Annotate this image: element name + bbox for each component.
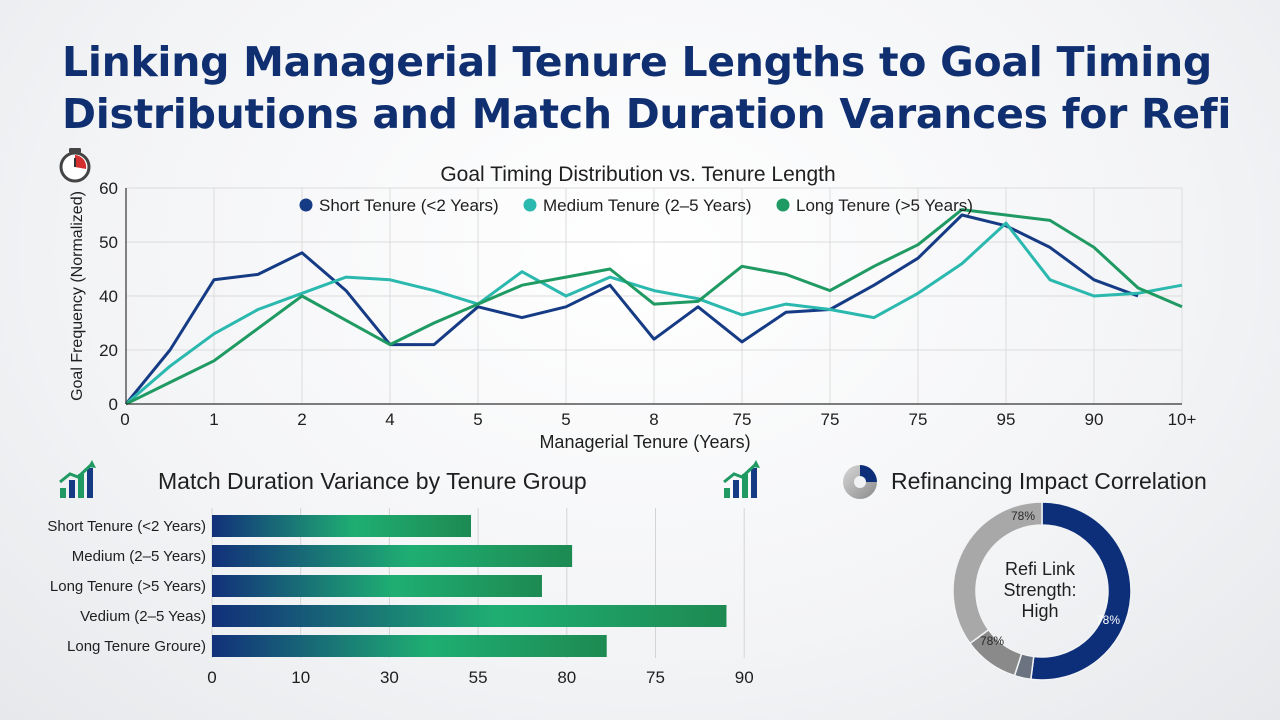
bar-chart-x-tick-label: 80 xyxy=(557,668,576,687)
bar-category-label: Vedium (2–5 Yeas) xyxy=(80,608,206,625)
stopwatch-icon xyxy=(59,148,91,183)
line-chart-x-tick-label: 5 xyxy=(473,410,482,429)
page-title-line-1: Linking Managerial Tenure Lengths to Goa… xyxy=(62,38,1212,86)
line-series-0 xyxy=(124,213,1139,405)
goal-timing-line-chart: 0 1 2 4 5 5 8 75 75 75 95 90 10+ 0 20 40 50 60 Short Tenu… xyxy=(69,163,1196,452)
line-chart-x-tick-label: 90 xyxy=(1085,410,1104,429)
donut-center-line-1: Refi Link xyxy=(1004,559,1076,579)
bar-0 xyxy=(212,515,472,537)
bar-chart-x-tick-label: 75 xyxy=(646,668,665,687)
legend-marker-2 xyxy=(776,198,790,212)
donut-slice-0 xyxy=(1030,501,1132,681)
donut-center-label: Refi Link Strength: High xyxy=(985,559,1095,622)
donut-chart-title: Refinancing Impact Correlation xyxy=(891,468,1207,494)
line-chart-y-axis-label: Goal Frequency (Normalized) xyxy=(69,191,86,401)
bar-chart-x-tick-label: 90 xyxy=(735,668,754,687)
line-chart-x-tick-label: 75 xyxy=(909,410,928,429)
line-chart-y-tick-label: 20 xyxy=(99,341,118,360)
line-chart-title: Goal Timing Distribution vs. Tenure Leng… xyxy=(440,163,835,186)
line-chart-y-tick-label: 40 xyxy=(99,287,118,306)
line-chart-x-tick-label: 95 xyxy=(997,410,1016,429)
bar-chart-x-tick-label: 55 xyxy=(469,668,488,687)
line-chart-y-tick-label: 60 xyxy=(99,179,118,198)
line-chart-x-tick-label: 2 xyxy=(297,410,306,429)
bar-3 xyxy=(212,605,727,627)
line-chart-y-tick-label: 50 xyxy=(99,233,118,252)
line-chart-x-tick-label: 4 xyxy=(385,410,394,429)
line-series-2 xyxy=(125,208,1183,406)
line-chart-x-tick-label: 1 xyxy=(209,410,218,429)
bar-1 xyxy=(212,545,573,567)
legend-label-1: Medium Tenure (2–5 Years) xyxy=(543,196,752,215)
donut-slice-label: 78% xyxy=(980,634,1004,648)
donut-center-line-3: High xyxy=(1021,601,1059,621)
bar-2 xyxy=(212,575,542,597)
page-title-line-2: Distributions and Match Duration Varance… xyxy=(62,90,1232,138)
line-chart-x-tick-label: 75 xyxy=(733,410,752,429)
line-chart-x-axis-label: Managerial Tenure (Years) xyxy=(539,432,750,452)
bar-4 xyxy=(212,635,607,657)
legend-marker-1 xyxy=(523,198,537,212)
bar-category-label: Short Tenure (<2 Years) xyxy=(47,518,206,535)
refi-donut-chart: 78% 78% 78% xyxy=(952,501,1132,681)
line-chart-x-tick-label: 5 xyxy=(561,410,570,429)
pie-chart-icon xyxy=(843,465,877,499)
line-series-1 xyxy=(125,221,1183,406)
line-chart-x-tick-label: 0 xyxy=(120,410,129,429)
donut-slice-label: 78% xyxy=(1096,613,1120,627)
donut-slice-label: 78% xyxy=(1011,509,1035,523)
line-chart-x-tick-label: 75 xyxy=(821,410,840,429)
bar-chart-x-tick-label: 30 xyxy=(380,668,399,687)
bar-growth-icon xyxy=(59,460,96,498)
line-chart-y-tick-label: 0 xyxy=(109,395,118,414)
donut-slice-3 xyxy=(952,501,1043,645)
legend-label-0: Short Tenure (<2 Years) xyxy=(319,196,499,215)
line-chart-x-tick-label: 10+ xyxy=(1168,410,1197,429)
line-chart-x-tick-label: 8 xyxy=(649,410,658,429)
bar-chart-x-tick-label: 0 xyxy=(207,668,216,687)
page-title: Linking Managerial Tenure Lengths to Goa… xyxy=(62,36,1242,140)
legend-label-2: Long Tenure (>5 Years) xyxy=(796,196,973,215)
legend-marker-0 xyxy=(299,198,313,212)
match-duration-bar-chart: Short Tenure (<2 Years) Medium (2–5 Years… xyxy=(47,508,754,687)
bar-growth-icon-right xyxy=(723,460,760,498)
bar-category-label: Long Tenure Groure) xyxy=(67,638,206,655)
donut-center-line-2: Strength: xyxy=(1003,580,1077,600)
bar-chart-x-tick-label: 10 xyxy=(291,668,310,687)
bar-category-label: Medium (2–5 Years) xyxy=(72,548,206,565)
bar-category-label: Long Tenure (>5 Years) xyxy=(50,578,206,595)
bar-chart-title: Match Duration Variance by Tenure Group xyxy=(158,468,587,494)
